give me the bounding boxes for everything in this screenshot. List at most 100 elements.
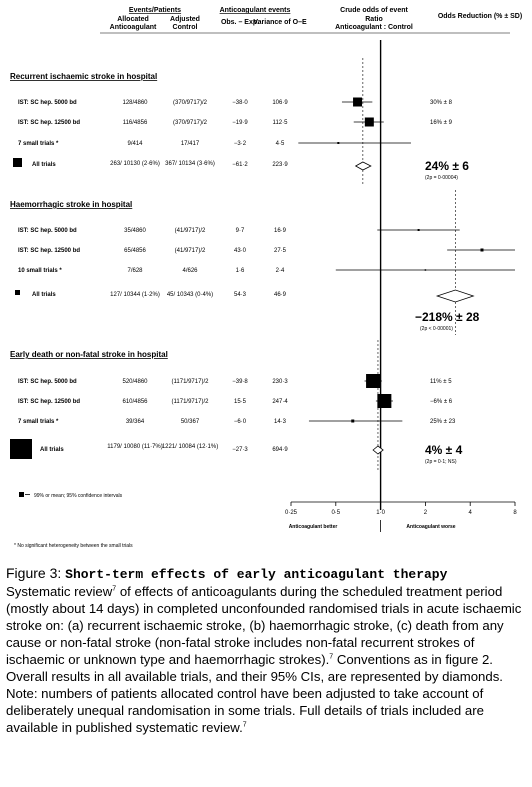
axis-label-worse: Anticoagulant worse bbox=[406, 524, 455, 530]
citation: 7 bbox=[329, 653, 334, 661]
row-variance: 230·3 bbox=[272, 379, 288, 385]
header-allocated: Allocated bbox=[117, 16, 149, 23]
row-reduction: 25% ± 23 bbox=[430, 419, 456, 425]
total-label: All trials bbox=[32, 292, 56, 298]
figure-label: Figure 3: bbox=[6, 565, 62, 581]
row-variance: 4·5 bbox=[276, 141, 285, 147]
header-events-patients: Events/Patients bbox=[129, 7, 181, 14]
point-estimate-square bbox=[337, 142, 340, 144]
row-label: IST: SC hep. 5000 bd bbox=[18, 379, 77, 385]
total-oe: 54·3 bbox=[234, 292, 247, 298]
x-tick-label: 1·0 bbox=[376, 510, 385, 516]
header-anticoagulant: Anticoagulant bbox=[110, 24, 157, 31]
total-variance: 694·9 bbox=[272, 447, 288, 453]
total-control: 45/ 10343 (0·4%) bbox=[167, 292, 213, 298]
total-variance: 223·9 bbox=[272, 162, 288, 168]
point-estimate-square bbox=[417, 229, 420, 231]
row-control: (370/9717)/2 bbox=[173, 100, 208, 106]
total-reduction: −218% ± 28 bbox=[415, 310, 480, 324]
row-oe: −3·2 bbox=[234, 141, 247, 147]
row-oe: −19·9 bbox=[232, 120, 248, 126]
row-oe: 9·7 bbox=[236, 228, 245, 234]
total-marker bbox=[13, 158, 22, 167]
header-adjusted: Adjusted bbox=[170, 16, 200, 23]
citation: 7 bbox=[242, 721, 247, 729]
total-p-value: (2p = 0·00004) bbox=[425, 175, 458, 181]
row-label: 7 small trials * bbox=[18, 419, 59, 425]
total-anticoag: 1179/ 10080 (11·7%) bbox=[107, 444, 162, 450]
point-estimate-square bbox=[480, 248, 484, 252]
overall-diamond bbox=[372, 445, 384, 455]
header-crude-odds: Crude odds of event bbox=[340, 7, 408, 14]
row-control: 4/626 bbox=[182, 268, 198, 274]
row-anticoag: 128/4860 bbox=[122, 100, 148, 106]
row-control: (370/9717)/2 bbox=[173, 120, 208, 126]
total-anticoag: 263/ 10130 (2·6%) bbox=[110, 161, 160, 167]
total-variance: 46·9 bbox=[274, 292, 287, 298]
row-control: 50/367 bbox=[181, 419, 200, 425]
total-control: 1221/ 10084 (12·1%) bbox=[162, 444, 218, 450]
row-reduction: 16% ± 9 bbox=[430, 120, 453, 126]
row-control: (1171/9717)/2 bbox=[172, 399, 210, 405]
footnote: * No significant heterogeneity between t… bbox=[14, 543, 133, 549]
row-variance: 2·4 bbox=[276, 268, 285, 274]
row-anticoag: 116/4856 bbox=[123, 120, 148, 126]
x-tick-label: 2 bbox=[424, 510, 428, 516]
point-estimate-square bbox=[353, 97, 363, 107]
section-early-death-rows: IST: SC hep. 5000 bd 520/4860 (1171/9717… bbox=[10, 379, 463, 465]
caption-title: Figure 3: Short-term effects of early an… bbox=[6, 565, 528, 583]
header-anticoag-events: Anticoagulant events bbox=[220, 7, 291, 14]
row-label: IST: SC hep. 12500 bd bbox=[18, 399, 80, 405]
row-anticoag: 520/4860 bbox=[122, 379, 148, 385]
row-oe: −39·8 bbox=[232, 379, 248, 385]
row-anticoag: 39/364 bbox=[126, 419, 145, 425]
row-label: IST: SC hep. 12500 bd bbox=[18, 120, 80, 126]
forest-plot-figure: Events/Patients Allocated Anticoagulant … bbox=[10, 7, 522, 549]
axis-label-better: Anticoagulant better bbox=[289, 524, 338, 530]
point-estimate-square bbox=[351, 419, 355, 423]
row-oe: −38·0 bbox=[232, 100, 248, 106]
row-label: IST: SC hep. 5000 bd bbox=[18, 228, 77, 234]
total-oe: −27·3 bbox=[232, 447, 248, 453]
section-haemorrhagic-rows: IST: SC hep. 5000 bd 35/4860 (41/9717)/2… bbox=[15, 228, 480, 332]
total-control: 367/ 10134 (3·6%) bbox=[165, 161, 215, 167]
total-label: All trials bbox=[32, 162, 56, 168]
row-reduction: −6% ± 6 bbox=[430, 399, 453, 405]
overall-diamond bbox=[354, 161, 372, 171]
citation: 7 bbox=[112, 585, 117, 593]
total-label: All trials bbox=[40, 447, 64, 453]
header-obs-exp: Obs. – Exp. bbox=[221, 19, 259, 26]
point-estimate-square bbox=[364, 117, 374, 127]
x-tick-label: 0·5 bbox=[331, 510, 340, 516]
row-oe: −6·0 bbox=[234, 419, 247, 425]
row-control: 17/417 bbox=[181, 141, 200, 147]
row-anticoag: 65/4856 bbox=[124, 248, 146, 254]
row-anticoag: 9/414 bbox=[127, 141, 143, 147]
row-variance: 106·9 bbox=[272, 100, 288, 106]
total-anticoag: 127/ 10344 (1·2%) bbox=[110, 292, 160, 298]
row-control: (41/9717)/2 bbox=[175, 248, 206, 254]
row-control: (41/9717)/2 bbox=[175, 228, 206, 234]
header-control: Control bbox=[173, 24, 198, 31]
row-label: IST: SC hep. 12500 bd bbox=[18, 248, 80, 254]
caption-text-3: Conventions as in figure 2. Overall resu… bbox=[6, 652, 503, 735]
row-anticoag: 7/628 bbox=[127, 268, 143, 274]
header-ratio-sub: Anticoagulant : Control bbox=[335, 24, 413, 31]
legend-text: 99% or mean; 95% confidence intervals bbox=[34, 493, 123, 499]
x-tick-label: 4 bbox=[469, 510, 473, 516]
overall-diamond bbox=[435, 289, 475, 303]
row-variance: 27·5 bbox=[274, 248, 287, 254]
x-tick-label: 0·25 bbox=[285, 510, 298, 516]
row-anticoag: 610/4856 bbox=[122, 399, 148, 405]
row-variance: 112·5 bbox=[273, 120, 289, 126]
row-oe: 43·0 bbox=[234, 248, 247, 254]
point-estimate-square bbox=[424, 269, 427, 271]
point-estimate-square bbox=[377, 394, 392, 408]
legend: 99% or mean; 95% confidence intervals bbox=[19, 492, 123, 499]
total-p-value: (2p < 0·00001) bbox=[420, 326, 453, 332]
row-anticoag: 35/4860 bbox=[124, 228, 146, 234]
row-oe: 15·5 bbox=[234, 399, 247, 405]
total-marker bbox=[15, 290, 20, 295]
section-title-haemorrhagic: Haemorrhagic stroke in hospital bbox=[10, 200, 132, 209]
row-oe: 1·6 bbox=[236, 268, 245, 274]
